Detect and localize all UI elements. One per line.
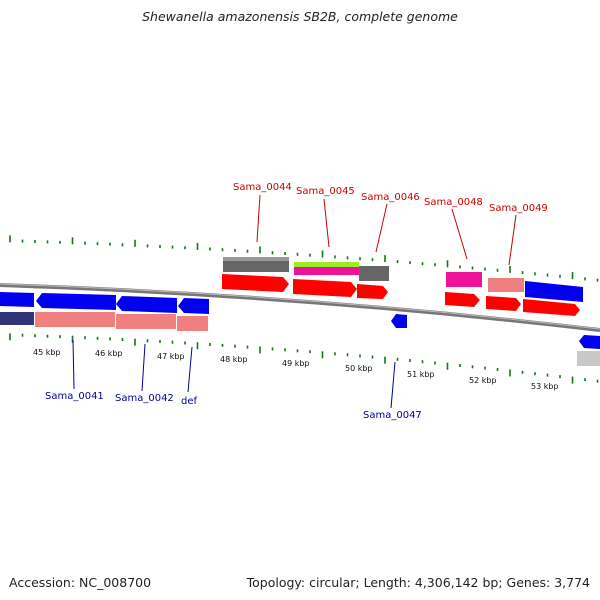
gene-label-sama-0044[interactable]: Sama_0044 [233,182,292,193]
gene-box-sama-0045-lime[interactable] [294,262,359,267]
gene-box-lightgrey-right[interactable] [577,351,600,366]
kbp-label-50: 50 kbp [345,364,373,373]
gene-arrow-blue-0049[interactable] [525,281,583,302]
gene-label-sama-0048[interactable]: Sama_0048 [424,197,483,208]
gene-arrow-sama-0044[interactable] [222,274,289,292]
genome-summary-text: Topology: circular; Length: 4,306,142 bp… [246,575,590,590]
kbp-label-51: 51 kbp [407,370,435,379]
kbp-label-48: 48 kbp [220,355,248,364]
genome-title: Shewanella amazonensis SB2B, complete ge… [142,9,458,24]
gene-arrow-sama-0048[interactable] [445,292,480,307]
kbp-label-53: 53 kbp [531,382,559,391]
kbp-label-52: 52 kbp [469,376,497,385]
gene-arrow-sama-0046[interactable] [357,284,388,299]
gene-label-sama-0049[interactable]: Sama_0049 [489,203,548,214]
gene-label-def[interactable]: def [181,396,198,407]
outer-tick-ring [9,235,599,282]
gene-box-sama-0048-magenta[interactable] [446,272,482,287]
gene-box-salmon-0041[interactable] [35,312,115,327]
gene-box-sama-0046-track[interactable] [359,266,389,281]
gene-arrow-sama-0047[interactable] [391,314,407,328]
gene-label-sama-0046[interactable]: Sama_0046 [361,192,420,203]
kbp-label-47: 47 kbp [157,352,185,361]
gene-box-salmon-0042[interactable] [116,314,176,329]
gene-arrow-def[interactable] [178,298,209,314]
gene-box-navy-left[interactable] [0,312,34,325]
gene-arrow-red-0049b[interactable] [523,299,580,316]
kbp-label-49: 49 kbp [282,359,310,368]
kbp-label-45: 45 kbp [33,348,61,357]
accession-text: Accession: NC_008700 [9,575,152,590]
gene-label-sama-0041[interactable]: Sama_0041 [45,391,104,402]
gene-arrow-sama-0041[interactable] [36,293,116,310]
gene-box-salmon-def[interactable] [177,316,208,331]
gene-arrow-sama-0042[interactable] [116,296,177,313]
genome-backbone [0,283,600,332]
gene-box-sama-0049-salmon[interactable] [488,278,524,292]
kbp-label-46: 46 kbp [95,349,123,358]
gene-label-sama-0045[interactable]: Sama_0045 [296,186,355,197]
gene-arrow-red-0049a[interactable] [486,296,521,311]
inner-tick-ring [9,333,599,384]
gene-box-sama-0045-magenta[interactable] [294,267,359,275]
gene-label-sama-0042[interactable]: Sama_0042 [115,393,174,404]
gene-arrow-blue-left-edge[interactable] [0,292,34,307]
gene-arrow-blue-right-edge[interactable] [579,335,600,349]
gene-arrow-sama-0045[interactable] [293,279,357,297]
gene-label-sama-0047[interactable]: Sama_0047 [363,410,422,421]
